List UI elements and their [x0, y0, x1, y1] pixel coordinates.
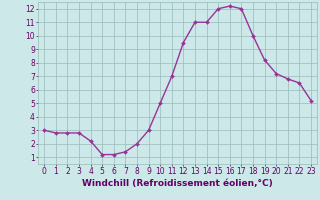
- X-axis label: Windchill (Refroidissement éolien,°C): Windchill (Refroidissement éolien,°C): [82, 179, 273, 188]
